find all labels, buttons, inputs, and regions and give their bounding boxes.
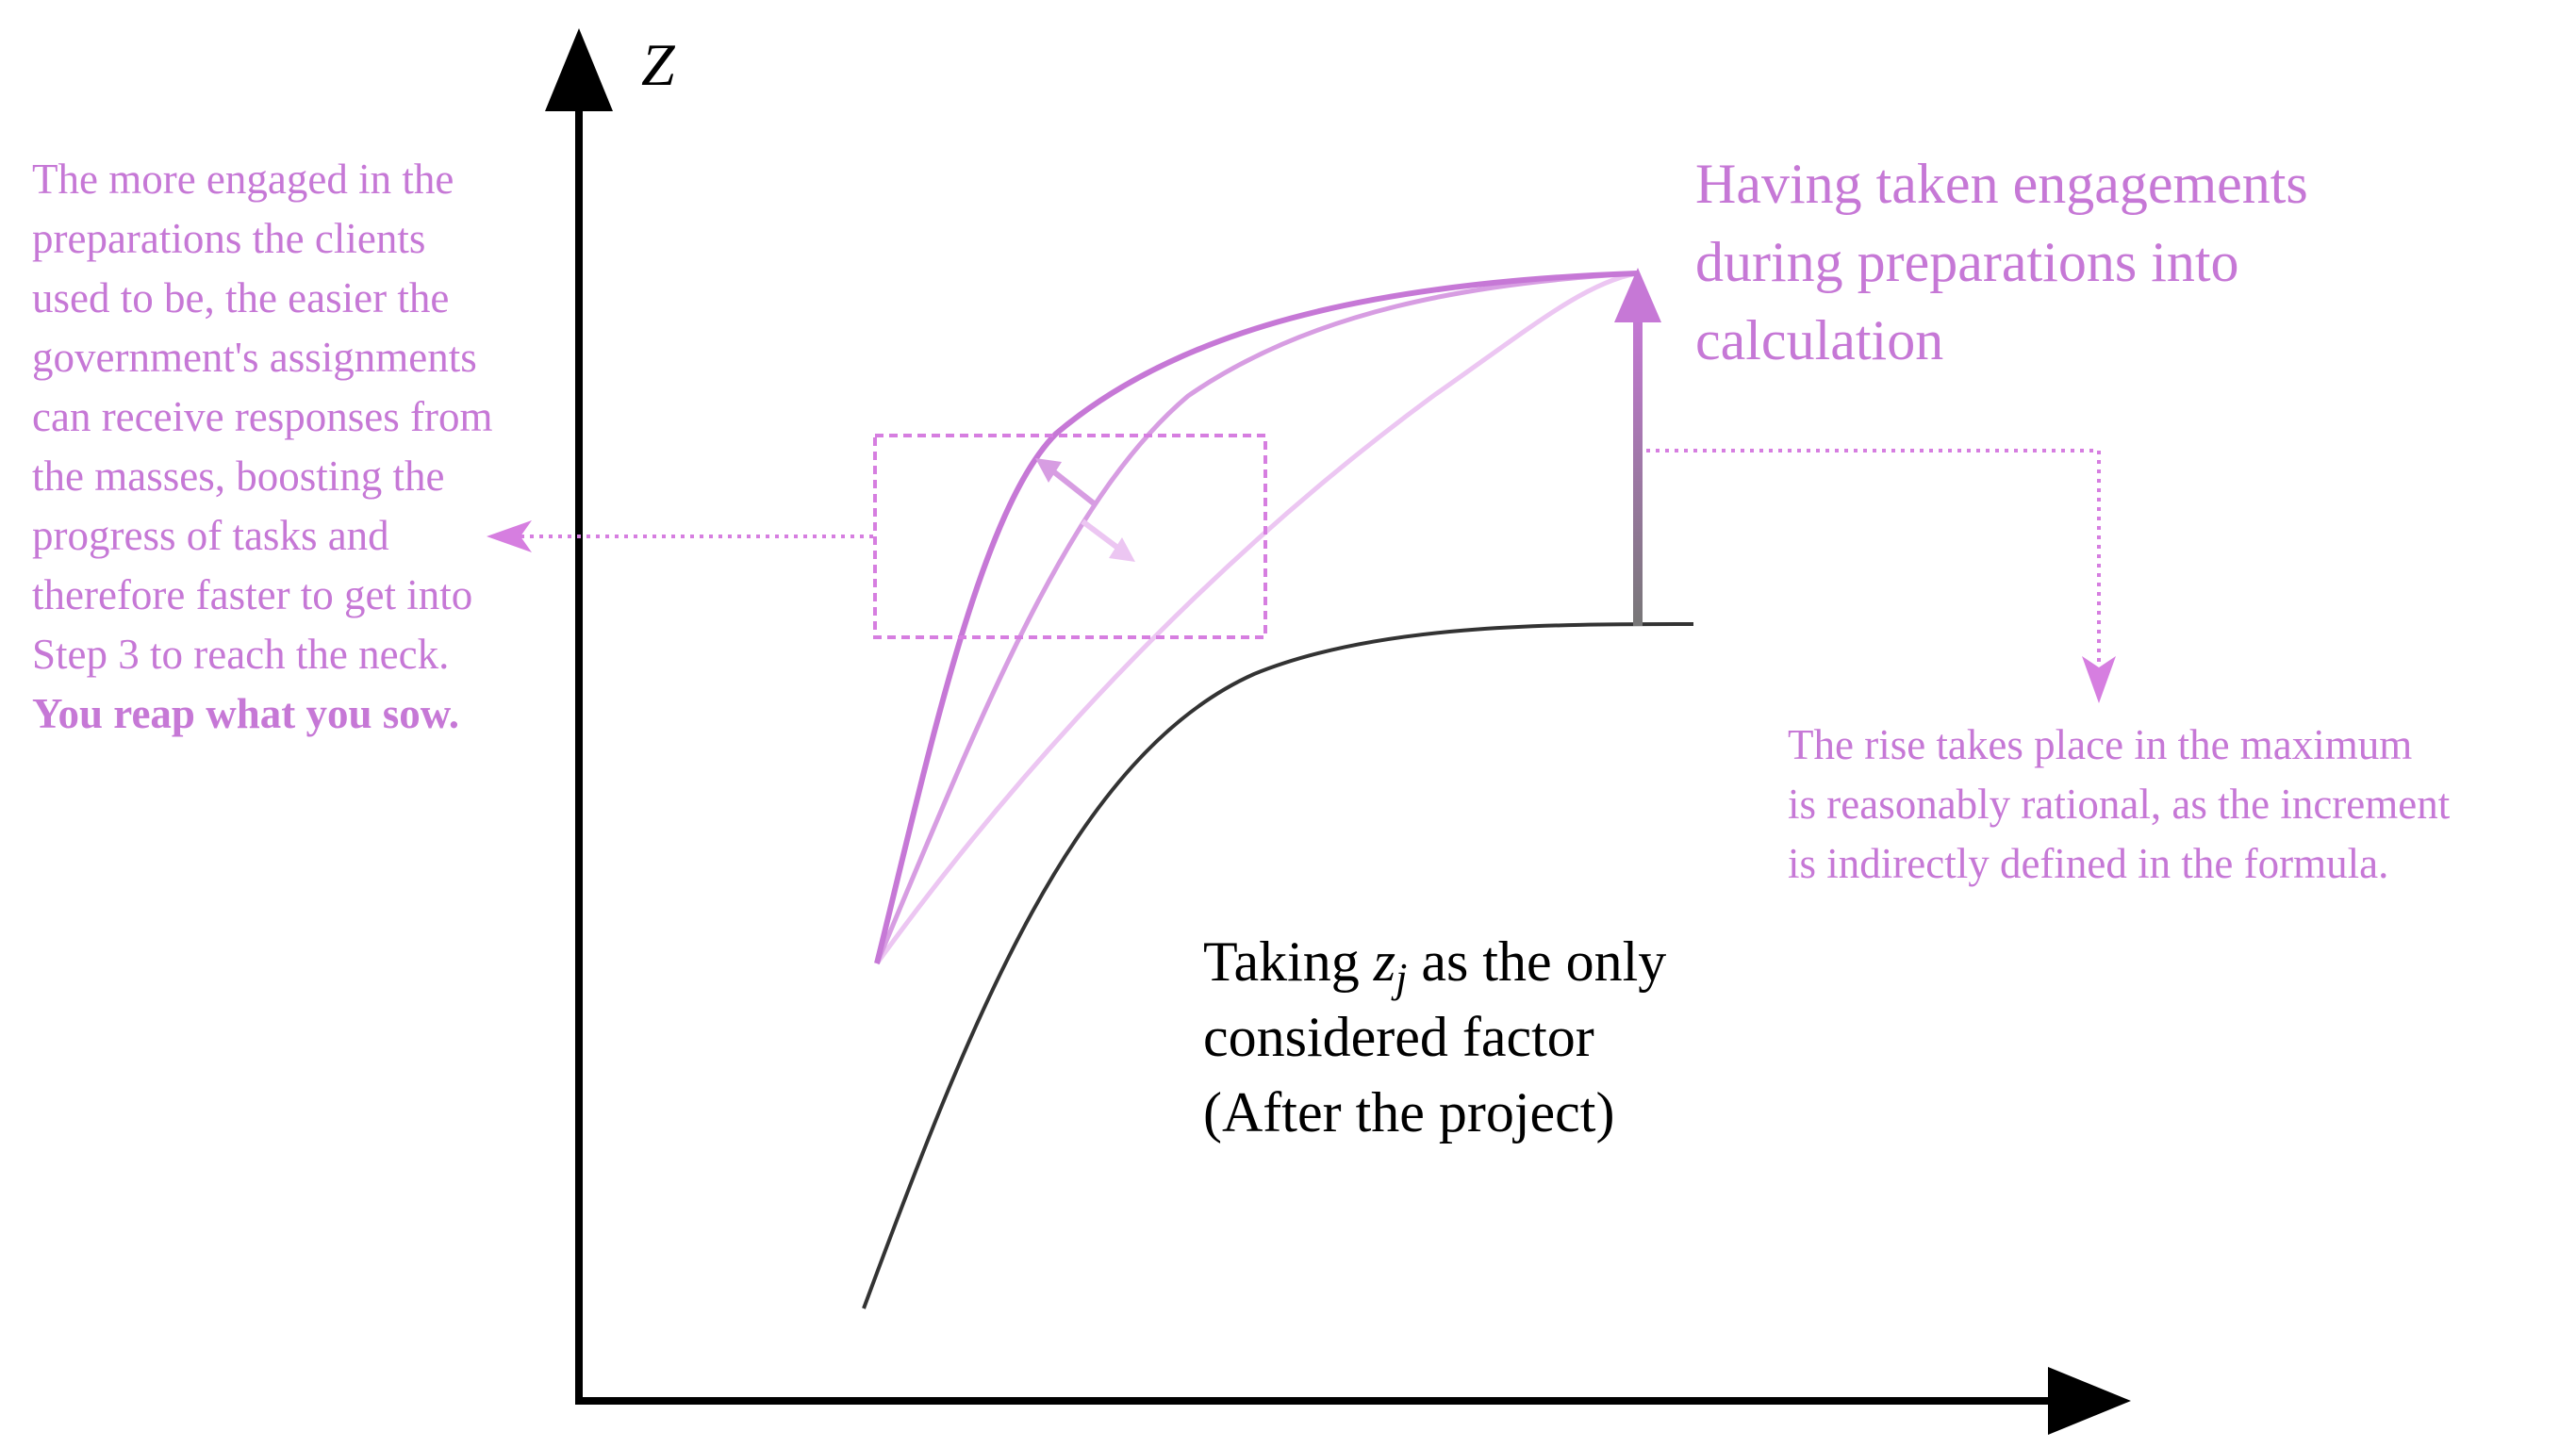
left-annotation-line: preparations the clients: [32, 215, 425, 262]
top-right-annotation-line: calculation: [1695, 309, 1943, 371]
right-leader-arrow: [1646, 449, 2116, 703]
baseline-label-line-2: considered factor: [1203, 1006, 1594, 1068]
left-annotation-line: government's assignments: [32, 334, 477, 381]
focus-box: [873, 434, 1267, 639]
left-annotation-emphasis: You reap what you sow.: [32, 690, 459, 737]
curve-gap-double-arrow: [1035, 458, 1135, 562]
y-axis-label: Z: [641, 31, 676, 98]
engagement-curve-strong: [874, 271, 1638, 964]
left-annotation-line: therefore faster to get into: [32, 571, 472, 618]
left-annotation-line: progress of tasks and: [32, 512, 389, 559]
left-annotation-line: The more engaged in the: [32, 156, 454, 203]
left-annotation-line: used to be, the easier the: [32, 274, 449, 321]
x-axis-arrowhead: [2048, 1367, 2131, 1435]
axes: Z: [545, 28, 2131, 1435]
engagement-curves: [874, 271, 1638, 965]
rise-arrow: [1614, 268, 1661, 626]
baseline-label-symbol: z: [1373, 930, 1395, 993]
left-annotation-line: the masses, boosting the: [32, 452, 444, 500]
baseline-label-line-3: (After the project): [1203, 1081, 1614, 1144]
baseline-label-line-1: Taking zj as the only: [1203, 930, 1666, 1001]
top-right-annotation: Having taken engagements during preparat…: [1695, 153, 2308, 371]
top-right-annotation-line: Having taken engagements: [1695, 153, 2308, 215]
baseline-label-prefix: Taking: [1203, 930, 1374, 993]
right-annotation: The rise takes place in the maximum is r…: [1788, 721, 2451, 887]
left-annotation-line: Step 3 to reach the neck.: [32, 631, 449, 678]
y-axis-arrowhead: [545, 28, 613, 111]
baseline-curve-label: Taking zj as the only considered factor …: [1203, 930, 1666, 1144]
left-annotation: The more engaged in the preparations the…: [32, 156, 493, 737]
top-right-annotation-line: during preparations into: [1695, 231, 2239, 293]
left-leader-arrow: [487, 520, 873, 552]
engagement-curve-mid: [874, 271, 1638, 964]
right-annotation-line: is reasonably rational, as the increment: [1788, 781, 2451, 828]
left-annotation-line: can receive responses from: [32, 393, 493, 440]
right-annotation-line: is indirectly defined in the formula.: [1788, 840, 2388, 887]
engagement-curve-light: [874, 271, 1638, 965]
baseline-curve: [862, 622, 1694, 1309]
right-annotation-line: The rise takes place in the maximum: [1788, 721, 2412, 768]
baseline-label-suffix: as the only: [1407, 930, 1666, 993]
baseline-label-subscript: j: [1391, 955, 1407, 1001]
